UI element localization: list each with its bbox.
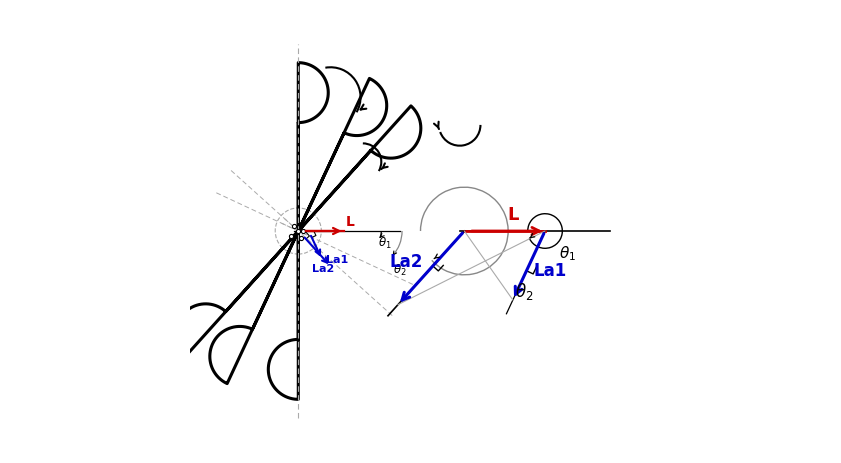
- Text: La2: La2: [312, 263, 335, 274]
- Text: L: L: [507, 206, 518, 224]
- Text: La1: La1: [325, 254, 348, 264]
- Text: $\theta_2$: $\theta_2$: [515, 280, 533, 301]
- Text: $\theta_1$: $\theta_1$: [378, 236, 392, 251]
- Text: La1: La1: [533, 261, 567, 279]
- Text: $\theta_1$: $\theta_1$: [559, 244, 576, 263]
- Text: $\theta_2$: $\theta_2$: [393, 262, 406, 277]
- Text: La2: La2: [389, 252, 423, 270]
- Text: L: L: [346, 214, 355, 229]
